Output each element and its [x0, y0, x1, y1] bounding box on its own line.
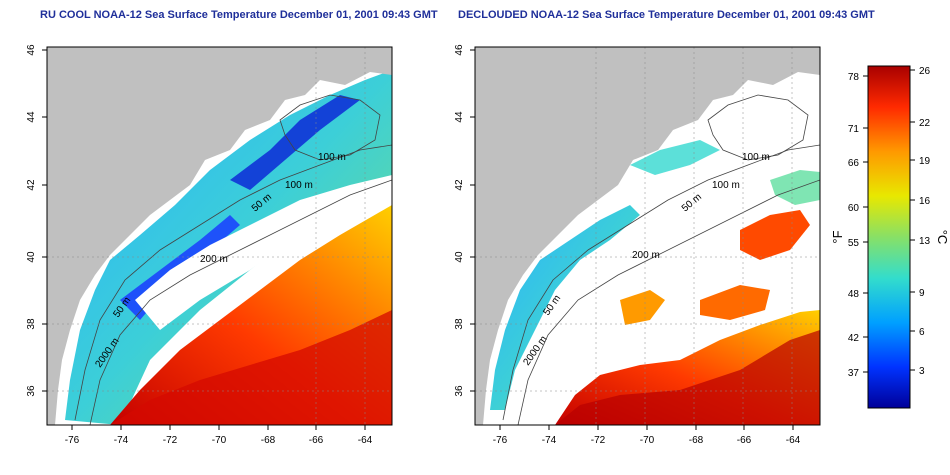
- x-tick-label: -70: [212, 435, 227, 446]
- celsius-tick: 13: [919, 236, 931, 247]
- y-tick-label: 36: [26, 385, 37, 397]
- colorbar: 78 71 66 60 55 48 42 37 26 22 19 16 13 9…: [830, 65, 950, 409]
- right-cool-shelf-water: [490, 205, 640, 410]
- right-land: [475, 47, 820, 425]
- celsius-tick: 16: [919, 196, 931, 207]
- left-land: [47, 47, 392, 425]
- right-warm-patch: [620, 290, 665, 325]
- right-y-axis: 46 44 42 40 38 36: [454, 44, 475, 397]
- y-tick-label: 46: [454, 44, 465, 56]
- x-tick-label: -66: [737, 435, 752, 446]
- x-tick-label: -76: [65, 435, 80, 446]
- left-y-axis: 46 44 42 40 38 36: [26, 44, 47, 397]
- contour-label: 100 m: [318, 152, 346, 163]
- x-tick-label: -70: [640, 435, 655, 446]
- celsius-tick: 26: [919, 66, 931, 77]
- x-tick-label: -74: [542, 435, 557, 446]
- fahrenheit-tick: 55: [848, 238, 860, 249]
- y-tick-label: 40: [26, 251, 37, 263]
- fahrenheit-axis-label: °F: [830, 230, 845, 243]
- y-tick-label: 44: [26, 111, 37, 123]
- right-cool-patch: [630, 140, 720, 175]
- left-map-panel: 100 m 100 m 50 m 200 m 50 m 2000 m -76 -…: [26, 44, 393, 446]
- y-tick-label: 38: [26, 318, 37, 330]
- left-cloud-band: [135, 175, 392, 330]
- colorbar-celsius-ticks: 26 22 19 16 13 9 6 3: [910, 66, 931, 377]
- contour-label: 200 m: [632, 250, 660, 261]
- x-tick-label: -74: [114, 435, 129, 446]
- right-warm-patch: [700, 285, 770, 320]
- celsius-tick: 19: [919, 156, 931, 167]
- y-tick-label: 38: [454, 318, 465, 330]
- left-warm-core: [110, 310, 392, 425]
- left-x-axis: -76 -74 -72 -70 -68 -66 -64: [65, 425, 373, 446]
- x-tick-label: -72: [591, 435, 606, 446]
- x-tick-label: -76: [493, 435, 508, 446]
- right-contour-line: [502, 144, 820, 421]
- right-gridlines: [475, 47, 820, 425]
- left-contour-line: [89, 179, 392, 425]
- right-cool-patch: [770, 170, 820, 205]
- left-panel-title: RU COOL NOAA-12 Sea Surface Temperature …: [40, 9, 438, 21]
- right-panel-title: DECLOUDED NOAA-12 Sea Surface Temperatur…: [458, 9, 875, 21]
- y-tick-label: 36: [454, 385, 465, 397]
- celsius-tick: 22: [919, 118, 931, 129]
- x-tick-label: -72: [163, 435, 178, 446]
- y-tick-label: 42: [454, 179, 465, 191]
- right-contour-line: [517, 179, 820, 425]
- right-x-axis: -76 -74 -72 -70 -68 -66 -64: [493, 425, 801, 446]
- x-tick-label: -64: [786, 435, 801, 446]
- left-contour-line: [74, 144, 392, 421]
- y-tick-label: 44: [454, 111, 465, 123]
- left-gridlines: [47, 47, 392, 425]
- contour-label: 100 m: [742, 152, 770, 163]
- y-tick-label: 40: [454, 251, 465, 263]
- colorbar-gradient: [867, 65, 911, 409]
- fahrenheit-tick: 60: [848, 203, 860, 214]
- x-tick-label: -66: [309, 435, 324, 446]
- fahrenheit-tick: 78: [848, 72, 860, 83]
- celsius-tick: 6: [919, 327, 925, 338]
- contour-label: 100 m: [285, 180, 313, 191]
- colorbar-fahrenheit-ticks: 78 71 66 60 55 48 42 37: [848, 72, 868, 379]
- fahrenheit-tick: 48: [848, 289, 860, 300]
- fahrenheit-tick: 37: [848, 368, 860, 379]
- fahrenheit-tick: 71: [848, 124, 860, 135]
- celsius-tick: 9: [919, 288, 925, 299]
- x-tick-label: -68: [261, 435, 276, 446]
- contour-label: 200 m: [200, 254, 228, 265]
- left-cold-patch: [230, 95, 360, 190]
- contour-label: 100 m: [712, 180, 740, 191]
- y-tick-label: 46: [26, 44, 37, 56]
- right-map-panel: 100 m 100 m 50 m 200 m 50 m 2000 m -76 -…: [454, 44, 821, 446]
- x-tick-label: -64: [358, 435, 373, 446]
- y-tick-label: 42: [26, 179, 37, 191]
- right-warm-core: [555, 330, 820, 425]
- fahrenheit-tick: 66: [848, 158, 860, 169]
- celsius-axis-label: °C: [935, 230, 950, 245]
- right-contour-line: [707, 94, 809, 161]
- right-warm-patch: [740, 210, 810, 260]
- left-contour-line: [279, 94, 381, 161]
- celsius-tick: 3: [919, 366, 925, 377]
- x-tick-label: -68: [689, 435, 704, 446]
- fahrenheit-tick: 42: [848, 333, 860, 344]
